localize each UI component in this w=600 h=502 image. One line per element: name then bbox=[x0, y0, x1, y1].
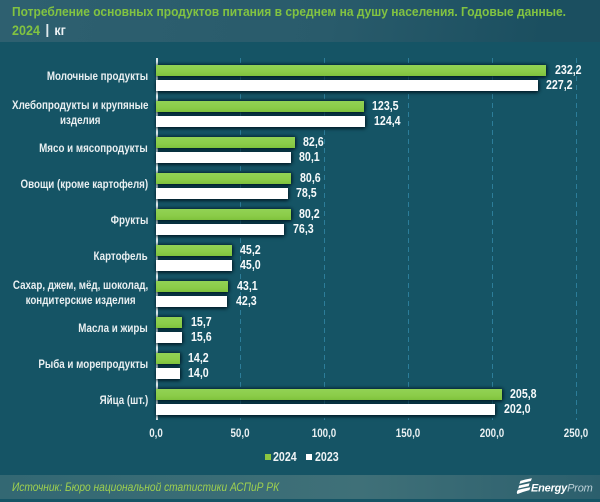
svg-text:EnergyProm: EnergyProm bbox=[531, 483, 593, 495]
